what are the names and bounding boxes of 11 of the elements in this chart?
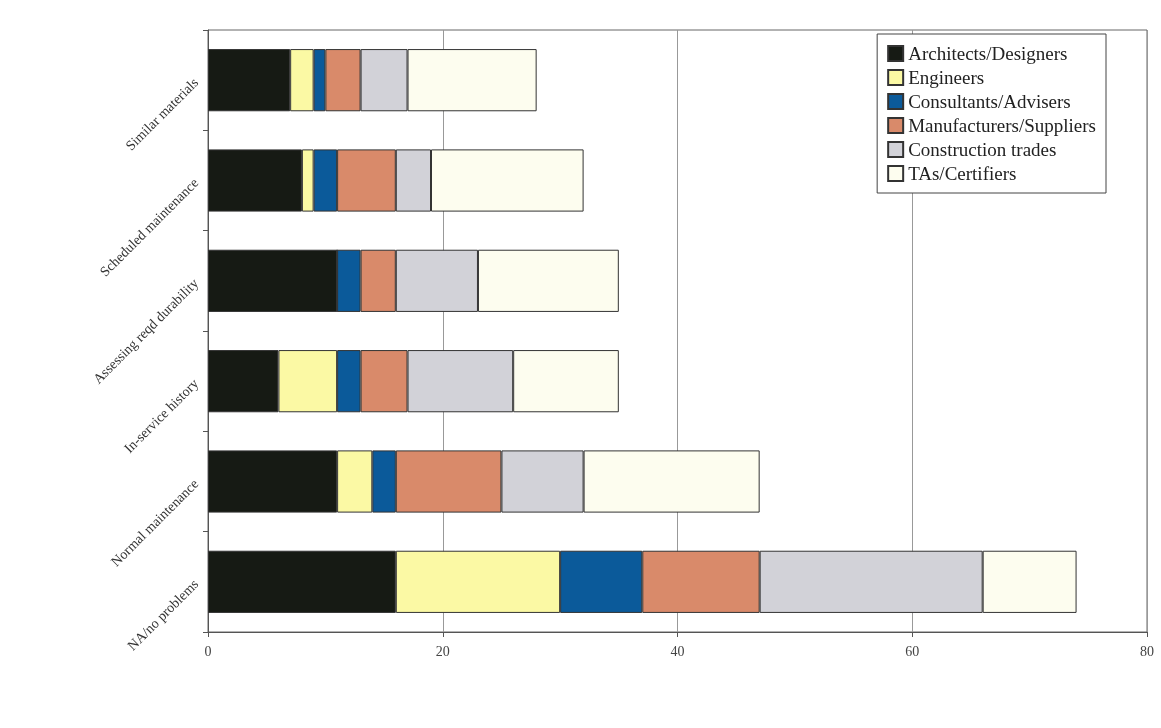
- legend-label: Consultants/Advisers: [908, 91, 1071, 112]
- x-tick-label: 80: [1140, 643, 1154, 659]
- x-tick-label: 40: [670, 643, 685, 659]
- legend-label: Engineers: [908, 67, 985, 88]
- legend-label: TAs/Certifiers: [908, 163, 1017, 184]
- x-tick-label: 0: [204, 643, 212, 659]
- x-tick-label: 60: [905, 643, 920, 659]
- legend-label: Manufacturers/Suppliers: [908, 115, 1097, 136]
- legend-label: Architects/Designers: [908, 43, 1068, 64]
- x-tick-label: 20: [435, 643, 450, 659]
- legend-label: Construction trades: [908, 139, 1057, 160]
